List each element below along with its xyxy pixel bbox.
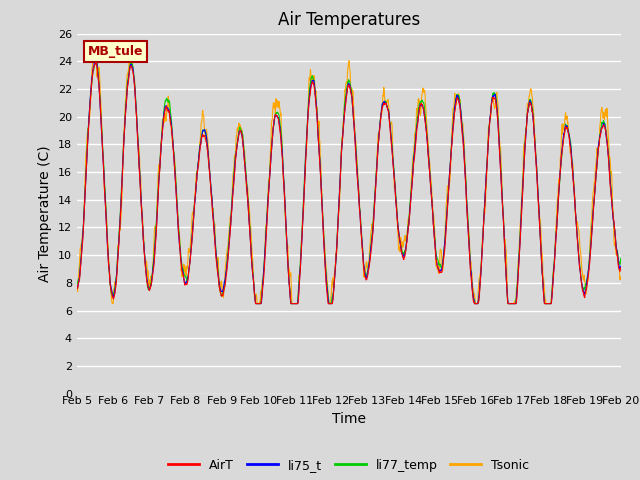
li77_temp: [434, 257, 442, 263]
Tsonic: [255, 300, 263, 306]
Y-axis label: Air Temperature (C): Air Temperature (C): [38, 145, 52, 282]
AirT: [505, 300, 513, 306]
Tsonic: [195, 164, 202, 169]
Tsonic: [109, 300, 116, 306]
li77_temp: [181, 273, 189, 279]
li75_t: [92, 58, 100, 63]
AirT: [195, 163, 202, 169]
li77_temp: [252, 300, 260, 306]
Text: MB_tule: MB_tule: [88, 45, 143, 58]
li75_t: [73, 286, 81, 291]
li75_t: [181, 281, 189, 287]
Line: li77_temp: li77_temp: [77, 58, 621, 303]
Tsonic: [617, 274, 625, 279]
Line: Tsonic: Tsonic: [77, 53, 621, 303]
Tsonic: [73, 288, 81, 294]
li75_t: [252, 300, 260, 306]
Title: Air Temperatures: Air Temperatures: [278, 11, 420, 29]
Tsonic: [434, 263, 442, 268]
AirT: [553, 223, 561, 228]
Tsonic: [553, 203, 561, 208]
AirT: [252, 300, 259, 306]
X-axis label: Time: Time: [332, 412, 366, 426]
li77_temp: [93, 55, 100, 61]
AirT: [255, 300, 263, 306]
li77_temp: [553, 221, 561, 227]
li75_t: [255, 300, 263, 306]
Tsonic: [91, 50, 99, 56]
li75_t: [434, 264, 442, 270]
li77_temp: [255, 300, 263, 306]
AirT: [92, 60, 100, 65]
Tsonic: [505, 300, 513, 306]
li75_t: [505, 300, 513, 306]
li77_temp: [617, 255, 625, 261]
li77_temp: [505, 300, 513, 306]
Line: AirT: AirT: [77, 62, 621, 303]
AirT: [617, 265, 625, 271]
Line: li75_t: li75_t: [77, 60, 621, 303]
Tsonic: [182, 264, 189, 270]
li77_temp: [195, 160, 202, 166]
AirT: [181, 282, 189, 288]
AirT: [73, 286, 81, 291]
Legend: AirT, li75_t, li77_temp, Tsonic: AirT, li75_t, li77_temp, Tsonic: [163, 454, 534, 477]
AirT: [434, 264, 442, 270]
li75_t: [195, 161, 202, 167]
li75_t: [553, 221, 561, 227]
li75_t: [617, 264, 625, 269]
li77_temp: [73, 281, 81, 287]
